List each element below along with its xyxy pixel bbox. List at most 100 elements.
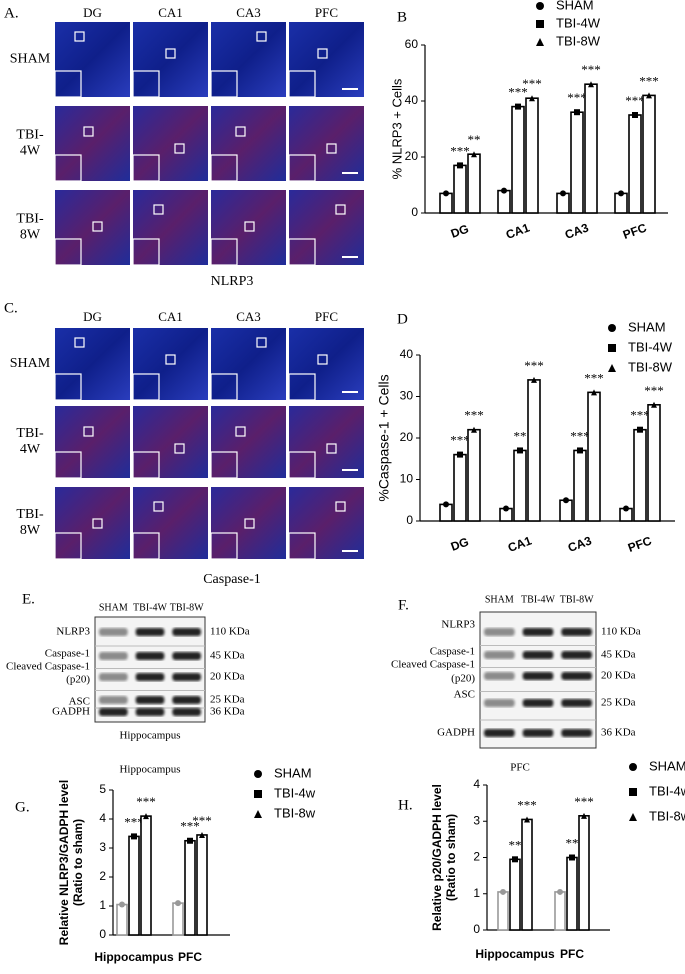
blot-band xyxy=(561,729,592,737)
bar xyxy=(128,835,140,936)
roi-box xyxy=(174,143,185,154)
y-tick-label: 1 xyxy=(473,886,480,900)
micrograph xyxy=(289,406,364,478)
data-point xyxy=(503,505,509,512)
blot-band xyxy=(135,696,165,704)
y-axis-label: Relative NLRP3/GADPH level xyxy=(57,780,71,945)
panel-caption: Caspase-1 xyxy=(203,572,261,587)
blot-band xyxy=(484,729,515,737)
blot-band xyxy=(99,696,128,704)
roi-box xyxy=(74,337,85,348)
bar xyxy=(184,839,196,936)
legend-marker xyxy=(536,38,544,46)
x-tick-label: CA3 xyxy=(566,533,594,554)
blot-band xyxy=(172,652,201,660)
legend-label: TBI-4W xyxy=(556,15,601,30)
data-point xyxy=(632,112,638,118)
legend-label: TBI-8W xyxy=(628,359,673,374)
size-label: 110 KDa xyxy=(601,626,641,638)
data-point xyxy=(457,451,463,458)
inset xyxy=(132,238,160,266)
panel-label: F. xyxy=(398,597,409,613)
blot-band xyxy=(99,673,128,681)
roi-box xyxy=(235,426,246,437)
x-tick-label: DG xyxy=(449,222,471,241)
significance: *** xyxy=(180,819,200,834)
y-tick-label: 0 xyxy=(406,513,413,527)
roi-box xyxy=(317,48,328,59)
blot-band xyxy=(561,672,592,680)
legend-marker xyxy=(608,324,616,332)
inset xyxy=(54,373,82,401)
row-label: ASC xyxy=(454,689,475,701)
y-tick-label: 60 xyxy=(405,37,419,51)
bar xyxy=(570,111,584,214)
roi-box xyxy=(335,204,346,215)
y-axis-label: (Ratio to sham) xyxy=(71,819,85,906)
panel-label: C. xyxy=(4,300,18,316)
data-point xyxy=(471,426,477,433)
inset xyxy=(288,451,316,479)
data-point xyxy=(581,812,587,819)
row-label: (p20) xyxy=(451,673,475,685)
y-tick-label: 0 xyxy=(473,922,480,936)
legend-label: SHAM xyxy=(649,758,685,773)
bar xyxy=(566,856,578,931)
inset xyxy=(132,70,160,98)
y-tick-label: 10 xyxy=(400,472,414,486)
column-label: CA1 xyxy=(158,5,183,20)
inset xyxy=(288,532,316,560)
blot-band xyxy=(484,651,515,659)
row-label: (p20) xyxy=(66,674,90,686)
y-tick-label: 20 xyxy=(405,149,419,163)
roi-box xyxy=(92,518,103,529)
blot-band xyxy=(172,696,201,704)
inset xyxy=(210,373,238,401)
row-label: NLRP3 xyxy=(441,619,475,631)
row-label: Cleaved Caspase-1 xyxy=(6,661,90,673)
y-tick-label: 30 xyxy=(400,389,414,403)
size-label: 45 KDa xyxy=(601,649,636,661)
data-point xyxy=(574,109,580,116)
bar xyxy=(633,428,647,522)
micrograph xyxy=(133,487,208,559)
significance: *** xyxy=(581,62,601,77)
x-tick-label: PFC xyxy=(560,947,584,961)
bar xyxy=(527,379,541,522)
blot-band xyxy=(561,699,592,707)
roi-box xyxy=(83,426,94,437)
inset xyxy=(288,238,316,266)
row-label: 8W xyxy=(20,228,41,243)
roi-box xyxy=(256,31,267,42)
y-axis-label: (Ratio to sham) xyxy=(444,814,458,901)
data-point xyxy=(199,831,205,838)
blot-band xyxy=(522,628,554,636)
micrograph xyxy=(289,22,364,97)
legend-marker xyxy=(608,344,616,352)
micrograph xyxy=(133,106,208,181)
x-tick-label: CA1 xyxy=(506,533,534,554)
roi-box xyxy=(244,518,255,529)
y-tick-label: 2 xyxy=(99,869,106,883)
inset xyxy=(54,70,82,98)
significance: *** xyxy=(644,383,664,398)
row-label: NLRP3 xyxy=(56,626,90,638)
legend-marker xyxy=(608,364,616,372)
data-point xyxy=(143,813,149,820)
x-tick-label: DG xyxy=(449,535,471,554)
y-axis-label: Relative p20/GADPH level xyxy=(430,784,444,931)
size-label: 20 KDa xyxy=(210,671,245,683)
y-tick-label: 4 xyxy=(473,777,480,791)
legend-label: TBI-4w xyxy=(649,783,685,798)
x-tick-label: CA1 xyxy=(504,220,532,241)
blot-band xyxy=(135,628,165,636)
bar xyxy=(467,428,481,522)
significance: *** xyxy=(630,408,650,423)
roi-box xyxy=(235,126,246,137)
bar xyxy=(467,153,481,214)
y-tick-label: 0 xyxy=(411,205,418,219)
bar xyxy=(196,834,208,936)
bar xyxy=(578,815,590,931)
x-tick-label: Hippocampus xyxy=(94,950,174,964)
